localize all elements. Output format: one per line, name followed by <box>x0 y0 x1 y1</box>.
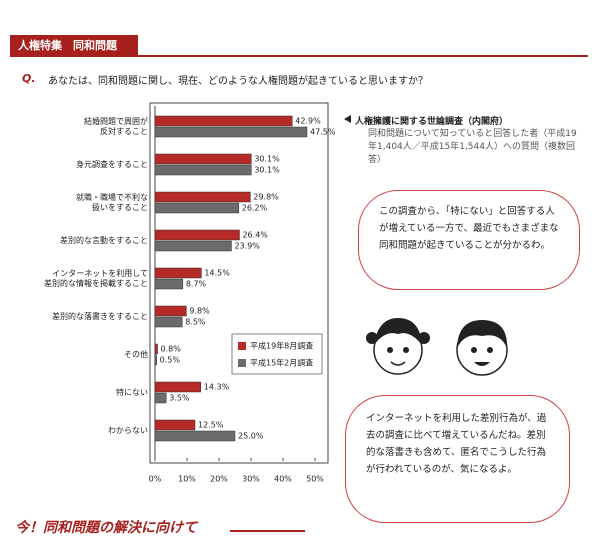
value-label: 9.8% <box>189 307 210 316</box>
category-label: 身元調査をすること <box>76 159 148 169</box>
boy-illustration <box>456 320 508 376</box>
legend-label: 平成15年2月調査 <box>250 358 313 368</box>
value-label: 26.4% <box>242 231 268 240</box>
bar <box>154 229 240 241</box>
bar <box>154 126 308 138</box>
legend-swatch <box>238 342 246 350</box>
category-label: わからない <box>108 426 148 435</box>
bar <box>154 240 232 252</box>
survey-note: 同和問題について知っていると回答した者（平成19年1,404人／平成15年1,5… <box>368 129 577 165</box>
x-tick-label: 30% <box>242 475 260 484</box>
value-label: 26.2% <box>242 204 268 213</box>
category-label: その他 <box>124 349 148 359</box>
value-label: 14.3% <box>204 383 230 392</box>
x-tick-label: 0% <box>149 475 162 484</box>
value-label: 14.5% <box>204 269 230 278</box>
bar <box>154 343 158 355</box>
category-label: インターネットを利用して差別的な情報を掲載すること <box>44 268 148 288</box>
footer-rule <box>230 530 305 532</box>
legend-swatch <box>238 359 246 367</box>
bar <box>154 115 293 127</box>
value-label: 12.5% <box>198 421 224 430</box>
x-tick-label: 20% <box>210 475 228 484</box>
header-rule <box>138 55 588 57</box>
value-label: 42.9% <box>295 117 321 126</box>
value-label: 0.8% <box>161 345 182 354</box>
x-tick-label: 50% <box>306 475 324 484</box>
x-tick-label: 10% <box>178 475 196 484</box>
bar <box>154 278 184 290</box>
bar <box>154 202 240 214</box>
category-label: 差別的な落書きをすること <box>52 311 148 321</box>
speech-bubble: インターネットを利用した差別行為が、過去の調査に比べて増えているんだね。差別的な… <box>345 395 570 523</box>
legend-frame <box>231 333 323 375</box>
survey-title: 人権擁護に関する世論調査（内閣府） <box>355 117 509 127</box>
bar <box>154 381 202 393</box>
survey-marker <box>344 115 351 123</box>
question-mark: Q. <box>22 72 36 85</box>
bar <box>154 392 167 404</box>
category-label: 特にない <box>116 387 148 397</box>
bar <box>154 354 157 366</box>
bar <box>154 191 251 203</box>
value-label: 29.8% <box>253 193 279 202</box>
value-label: 30.1% <box>254 155 280 164</box>
value-label: 30.1% <box>254 166 280 175</box>
footer-title: 今！同和問題の解決に向けて <box>15 520 197 536</box>
speech-bubble: この調査から、「特にない」と回答する人が増えている一方で、最近でもさまざまな同和… <box>358 190 580 290</box>
value-label: 0.5% <box>160 356 181 365</box>
value-label: 23.9% <box>234 242 260 251</box>
value-label: 8.5% <box>185 318 206 327</box>
header-title: 人権特集 同和問題 <box>10 35 138 57</box>
bar <box>154 153 252 165</box>
category-label: 差別的な言動をすること <box>60 235 148 245</box>
value-label: 3.5% <box>169 394 190 403</box>
category-label: 就職・職場で不利な扱いをすること <box>76 192 148 212</box>
bar <box>154 164 252 176</box>
category-label: 結婚問題で周囲が反対すること <box>84 116 148 136</box>
value-label: 47.5% <box>310 128 336 137</box>
x-tick-label: 40% <box>274 475 292 484</box>
value-label: 25.0% <box>238 432 264 441</box>
legend-label: 平成19年8月調査 <box>250 341 313 351</box>
bar <box>154 316 183 328</box>
girl-illustration <box>366 318 430 375</box>
bar <box>154 419 196 431</box>
question-text: あなたは、同和問題に関し、現在、どのような人権問題が起きていると思いますか？ <box>48 76 428 87</box>
bar <box>154 305 187 317</box>
bar <box>154 267 202 279</box>
value-label: 8.7% <box>186 280 207 289</box>
bar <box>154 430 236 442</box>
